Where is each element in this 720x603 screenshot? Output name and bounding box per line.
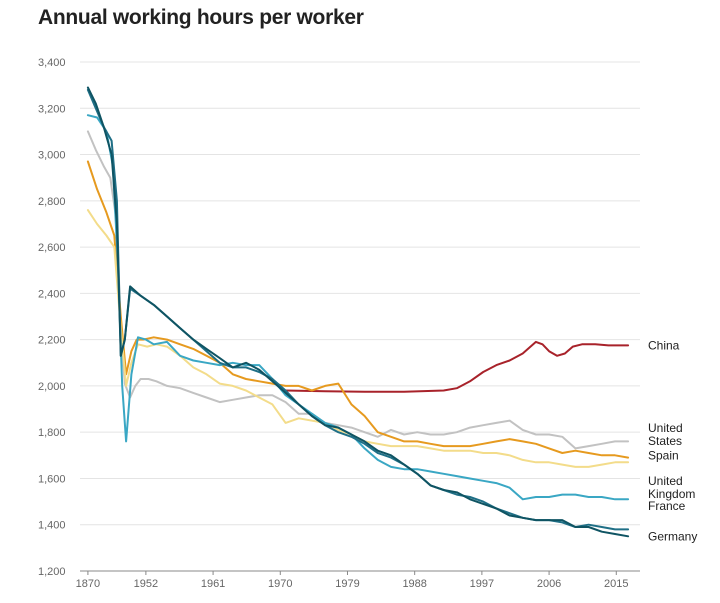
x-axis: 1870 1952 1961 1970 1979 1988 1997 2006 2015 <box>76 571 629 590</box>
series-lines <box>86 86 630 538</box>
y-tick-label: 3,200 <box>38 103 66 115</box>
x-tick-label: 1961 <box>201 578 225 590</box>
series-end-label: France <box>648 499 686 513</box>
x-tick-label: 1997 <box>470 578 494 590</box>
x-tick-label: 2006 <box>537 578 561 590</box>
y-tick-label: 1,200 <box>38 566 66 578</box>
x-tick-label: 2015 <box>604 578 628 590</box>
grid-lines <box>80 61 640 572</box>
y-tick-label: 2,200 <box>38 335 66 347</box>
series-line-germany <box>86 86 630 538</box>
series-line-spain <box>86 160 630 459</box>
y-tick-label: 3,400 <box>38 57 66 69</box>
series-line-france <box>86 88 630 531</box>
series-end-label: China <box>648 338 680 352</box>
y-tick-label: 2,600 <box>38 242 66 254</box>
series-line-light-yellow <box>86 209 630 468</box>
y-tick-label: 2,000 <box>38 381 66 393</box>
x-tick-label: 1970 <box>268 578 292 590</box>
y-tick-label: 2,800 <box>38 196 66 208</box>
y-tick-label: 1,600 <box>38 473 66 485</box>
series-end-label: Germany <box>648 529 697 543</box>
y-tick-label: 1,800 <box>38 427 66 439</box>
y-axis: 1,200 1,400 1,600 1,800 2,000 2,200 2,400 2,600… <box>38 57 66 578</box>
series-line-united-kingdom <box>86 114 630 501</box>
series-line-china <box>284 340 630 393</box>
y-tick-label: 3,000 <box>38 150 66 162</box>
x-tick-label: 1952 <box>134 578 158 590</box>
chart-title: Annual working hours per worker <box>38 6 364 29</box>
x-tick-label: 1979 <box>335 578 359 590</box>
series-end-label: United States <box>648 421 683 448</box>
series-line-united-states <box>86 130 630 450</box>
series-end-label: United Kingdom <box>648 474 695 501</box>
y-tick-label: 2,400 <box>38 288 66 300</box>
x-tick-label: 1870 <box>76 578 100 590</box>
x-tick-label: 1988 <box>402 578 426 590</box>
y-tick-label: 1,400 <box>38 520 66 532</box>
series-end-label: Spain <box>648 448 679 462</box>
